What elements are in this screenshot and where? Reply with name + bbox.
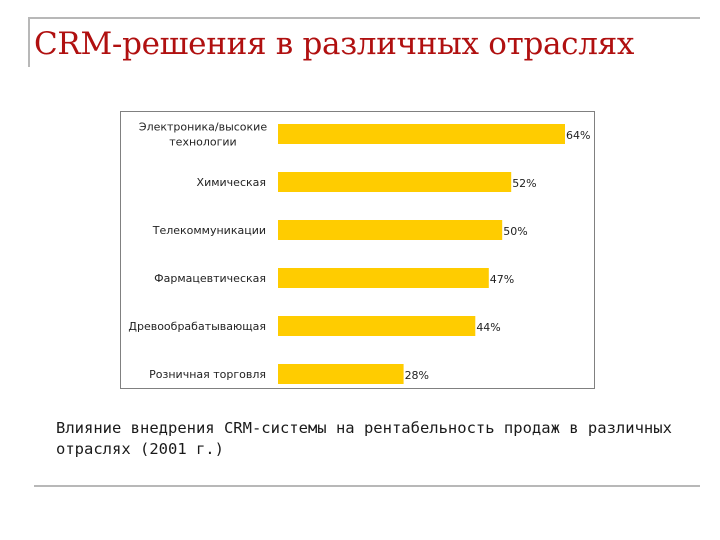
value-label-1: 52% [512, 177, 536, 190]
bar-3 [278, 268, 489, 288]
category-label-5: Розничная торговля [149, 368, 266, 381]
category-label-3: Фармацевтическая [154, 272, 266, 285]
value-label-3: 47% [490, 273, 514, 286]
value-label-0: 64% [566, 129, 590, 142]
category-label-2: Телекоммуникации [152, 224, 266, 237]
bar-1 [278, 172, 512, 192]
category-label-0: Электроника/высокие технологии [139, 121, 267, 149]
bar-2 [278, 220, 503, 240]
chart-caption: Влияние внедрения CRM-системы на рентабе… [56, 419, 672, 458]
category-label-4: Древообрабатывающая [128, 320, 266, 333]
bar-chart: 64% Электроника/высокие технологии 52% Химич… [120, 111, 595, 389]
bar-chart-svg: 64% Электроника/высокие технологии 52% Химич… [128, 121, 590, 384]
value-label-4: 44% [476, 321, 500, 334]
slide-title: CRM-решения в различных отраслях [34, 26, 635, 62]
bar-5 [278, 364, 404, 384]
value-label-2: 50% [503, 225, 527, 238]
footer-rule [34, 485, 700, 487]
value-label-5: 28% [405, 369, 429, 382]
header-rule-horizontal [28, 17, 700, 19]
bar-4 [278, 316, 476, 336]
category-label-1: Химическая [197, 176, 266, 189]
header-rule-vertical [28, 17, 30, 67]
bar-0 [278, 124, 565, 144]
